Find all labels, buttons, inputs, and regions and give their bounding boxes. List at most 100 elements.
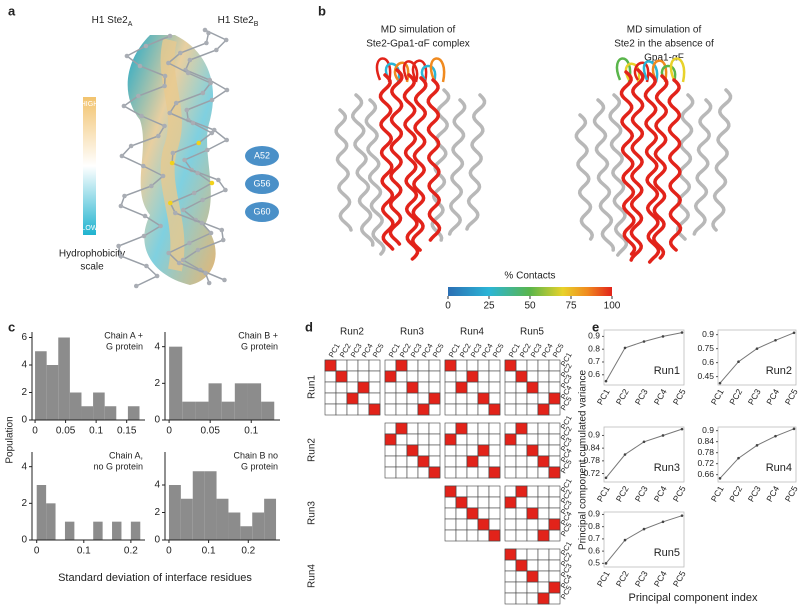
contacts-colorbar xyxy=(448,287,612,296)
helix xyxy=(711,88,733,232)
matrix-cell xyxy=(515,403,528,416)
atom xyxy=(205,147,210,153)
y-tick-label: 0.72 xyxy=(583,468,600,478)
matched-cell xyxy=(537,529,550,542)
atom xyxy=(185,70,191,76)
matrix-cell xyxy=(466,529,479,542)
y-tick-label: 0.75 xyxy=(697,343,714,353)
column-pc-label: PC5 xyxy=(431,342,446,359)
atom xyxy=(162,73,168,79)
x-tick-label: PC2 xyxy=(727,484,744,504)
x-tick-label: PC1 xyxy=(595,387,612,407)
plot-frame xyxy=(603,511,685,568)
loop xyxy=(429,57,446,83)
y-tick-label: 0.8 xyxy=(588,343,600,353)
x-tick-label: 0 xyxy=(166,426,172,437)
helix xyxy=(608,93,629,257)
matrix-cell xyxy=(504,559,517,572)
atom xyxy=(144,263,149,269)
plot-frame xyxy=(603,426,685,483)
variance-point xyxy=(792,427,796,431)
histogram-bar xyxy=(204,471,217,540)
matrix-cell xyxy=(504,529,517,542)
histogram-bar xyxy=(261,401,275,420)
x-tick-label: PC1 xyxy=(709,387,726,407)
matrix-cell xyxy=(537,392,550,405)
matrix-cell xyxy=(488,444,501,457)
matched-cell xyxy=(406,444,419,457)
atom xyxy=(124,53,130,59)
atom xyxy=(196,140,202,146)
matrix-cell xyxy=(428,444,441,457)
matrix-cell xyxy=(444,422,457,435)
matrix-cell xyxy=(444,444,457,457)
matched-cell xyxy=(537,592,550,605)
y-tick-label: 0.66 xyxy=(697,469,714,479)
matched-cell xyxy=(504,496,517,509)
x-tick-label: PC4 xyxy=(652,569,669,589)
atom xyxy=(167,33,173,39)
matched-cell xyxy=(346,392,359,405)
matrix-cell xyxy=(384,392,397,405)
x-tick-label: PC5 xyxy=(671,484,688,504)
y-tick-label: 2 xyxy=(21,498,27,509)
atom xyxy=(223,37,229,43)
title-text: H1 Ste2 xyxy=(92,15,129,26)
matrix-cell xyxy=(515,381,528,394)
matrix-cell xyxy=(504,403,517,416)
x-tick-label: 0.15 xyxy=(117,426,137,437)
matched-cell xyxy=(515,485,528,498)
matrix-cell xyxy=(384,422,397,435)
matrix-cell xyxy=(537,507,550,520)
y-tick-label: 2 xyxy=(154,507,160,518)
matrix-cell xyxy=(466,466,479,479)
matrix-cell xyxy=(395,466,408,479)
variance-point xyxy=(623,538,627,542)
run-label: Run1 xyxy=(654,365,680,377)
matrix-cell xyxy=(548,381,561,394)
x-tick-label: PC4 xyxy=(652,387,669,407)
matched-cell xyxy=(395,422,408,435)
variance-point xyxy=(774,338,777,342)
y-tick-label: 0.9 xyxy=(588,430,600,440)
matrix-cell xyxy=(504,422,517,435)
matrix-cell xyxy=(406,392,419,405)
matrix-cell xyxy=(488,496,501,509)
atom xyxy=(195,247,201,253)
residue-marker xyxy=(245,174,279,194)
variance-point xyxy=(623,453,627,456)
loop xyxy=(375,57,392,83)
matched-cell xyxy=(548,581,561,594)
colorbar-tick-label: 75 xyxy=(565,301,577,312)
matrix-cell xyxy=(406,433,419,446)
matched-cell xyxy=(526,507,539,520)
matrix-cell xyxy=(504,507,517,520)
histogram-bar xyxy=(192,471,205,540)
matrix-cell xyxy=(466,392,479,405)
y-tick-label: 4 xyxy=(154,341,160,352)
atom xyxy=(180,207,186,213)
scale-title: scale xyxy=(80,262,104,273)
atom xyxy=(142,213,148,219)
atom xyxy=(139,113,144,119)
column-run-label: Run3 xyxy=(400,327,424,338)
matrix-cell xyxy=(368,392,381,405)
row-run-label: Run2 xyxy=(307,438,318,462)
x-tick-label: 0.2 xyxy=(124,546,138,557)
variance-point xyxy=(737,360,740,363)
x-tick-label: PC4 xyxy=(652,484,669,504)
x-tick-label: 0.05 xyxy=(56,426,76,437)
matched-cell xyxy=(417,455,430,468)
atom xyxy=(222,277,227,283)
matrix-cell xyxy=(428,381,441,394)
title-subscript: B xyxy=(254,21,259,28)
matrix-cell xyxy=(444,455,457,468)
helix xyxy=(447,98,467,236)
atom xyxy=(158,223,163,229)
matrix-cell xyxy=(488,507,501,520)
matrix-cell xyxy=(384,381,397,394)
matrix-cell xyxy=(504,455,517,468)
title-text: H1 Ste2 xyxy=(218,15,255,26)
x-tick-label: 0 xyxy=(34,546,40,557)
matrix-cell xyxy=(548,570,561,583)
